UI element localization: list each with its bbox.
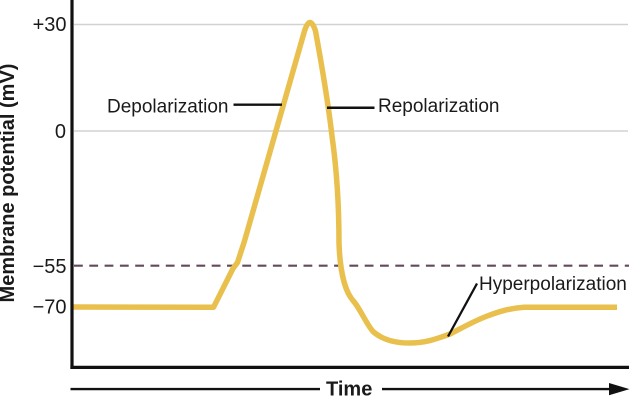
svg-text:Hyperpolarization: Hyperpolarization (479, 274, 627, 295)
svg-text:Repolarization: Repolarization (378, 96, 499, 117)
svg-text:Depolarization: Depolarization (107, 97, 228, 118)
svg-text:Membrane potential (mV): Membrane potential (mV) (0, 64, 19, 303)
svg-text:+30: +30 (33, 14, 67, 36)
svg-text:−55: −55 (33, 256, 67, 278)
svg-text:Time: Time (326, 378, 372, 400)
svg-text:0: 0 (55, 121, 66, 143)
svg-text:−70: −70 (33, 296, 67, 318)
